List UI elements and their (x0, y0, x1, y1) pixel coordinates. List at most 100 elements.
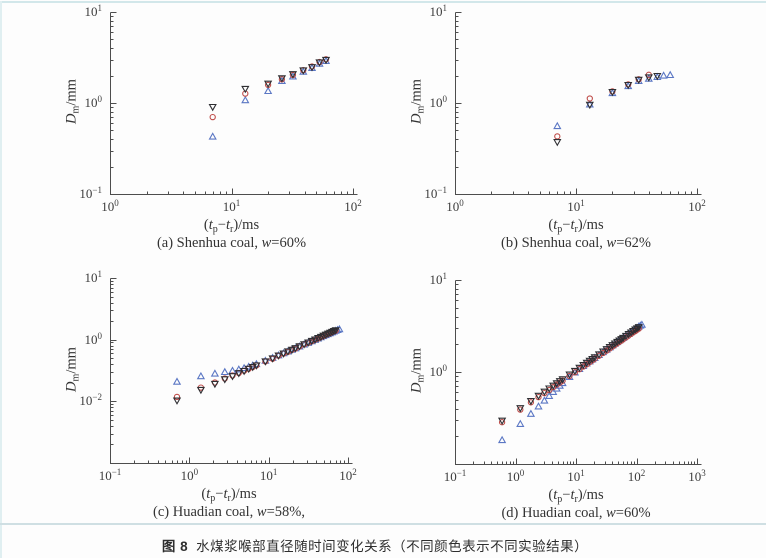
data-point (516, 419, 525, 427)
data-point (321, 56, 331, 65)
data-point (241, 95, 250, 104)
data-point (283, 348, 293, 356)
subplot-b-series-experiment-red (554, 71, 652, 140)
subplot-a-series-experiment-black (208, 56, 331, 112)
data-point (210, 369, 220, 377)
left-border-line (0, 1, 2, 558)
data-point (220, 367, 229, 376)
data-point (608, 89, 617, 97)
data-point (248, 364, 257, 372)
data-point (497, 435, 507, 444)
data-point (526, 409, 536, 417)
subplot-c-axes (110, 278, 353, 464)
subplot-c-series-experiment-black (172, 327, 340, 405)
data-point (617, 336, 626, 344)
data-point (277, 76, 287, 84)
data-point (291, 345, 300, 353)
data-point (534, 392, 543, 401)
data-point (288, 71, 298, 79)
data-point (252, 362, 261, 370)
data-point (526, 397, 536, 406)
data-point (268, 353, 277, 361)
data-point (263, 80, 273, 89)
data-point (173, 393, 181, 401)
data-point (277, 75, 287, 83)
top-border-line (0, 1, 766, 3)
data-point (582, 359, 591, 368)
data-point (534, 402, 543, 410)
data-point (208, 132, 217, 140)
data-point (632, 325, 642, 333)
data-point (594, 351, 604, 359)
subplot-b-axes (455, 12, 702, 195)
data-point (653, 72, 662, 81)
data-point (552, 380, 561, 388)
data-point (261, 358, 270, 366)
data-point (540, 396, 549, 404)
data-point (209, 113, 216, 121)
data-point (631, 326, 640, 334)
data-point (602, 346, 611, 354)
data-point (220, 376, 229, 384)
data-point (241, 85, 250, 94)
data-point (210, 380, 220, 389)
data-point (565, 371, 574, 379)
data-point (565, 372, 574, 381)
data-point (288, 72, 298, 80)
data-point (172, 397, 182, 405)
subplot-b-series-experiment-blue (553, 70, 675, 130)
data-point (575, 364, 584, 373)
subplot-d-series-experiment-black (497, 324, 643, 426)
data-point (598, 348, 608, 356)
data-point (329, 328, 339, 336)
subplot-d (455, 280, 702, 465)
subplot-b-series-experiment-black (553, 72, 662, 147)
data-point (545, 385, 554, 393)
data-point (331, 327, 340, 335)
data-point (307, 337, 316, 346)
data-point (263, 86, 273, 95)
data-point (553, 139, 562, 147)
data-point (666, 70, 675, 79)
data-point (586, 95, 593, 102)
data-point (268, 355, 277, 363)
data-point (624, 81, 633, 90)
subplot-b (455, 12, 702, 195)
data-point (299, 341, 309, 349)
data-point (172, 377, 182, 385)
data-point (545, 391, 554, 399)
subplot-d-axes (455, 280, 702, 465)
data-point (585, 101, 594, 110)
data-point (558, 376, 567, 384)
caption-separator-line (0, 523, 766, 525)
data-point (659, 71, 668, 79)
subplot-a (110, 12, 358, 195)
figure-caption-number: 图 8 (161, 539, 189, 554)
data-point (208, 103, 217, 112)
data-point (274, 352, 283, 360)
data-point (579, 362, 588, 370)
data-point (590, 354, 599, 362)
data-point (618, 334, 628, 343)
data-point (244, 365, 253, 374)
data-point (327, 328, 337, 337)
data-point (315, 59, 324, 67)
data-point (279, 350, 288, 358)
data-point (261, 356, 270, 364)
data-point (549, 382, 558, 391)
data-point (234, 365, 243, 373)
data-point (228, 373, 237, 381)
data-point (304, 339, 313, 347)
data-point (570, 367, 580, 376)
data-point (516, 405, 525, 413)
data-point (299, 67, 308, 75)
data-point (644, 74, 653, 82)
data-point (553, 121, 562, 130)
data-point (234, 370, 243, 378)
subplot-c (110, 278, 353, 464)
data-point (554, 133, 561, 140)
data-point (295, 343, 304, 351)
data-point (196, 371, 206, 380)
